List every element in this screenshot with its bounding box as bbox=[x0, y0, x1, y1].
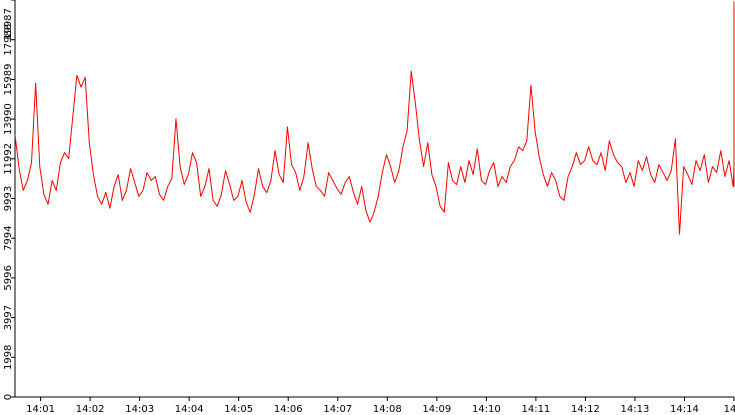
y-tick-label: 9993 bbox=[3, 186, 14, 211]
y-tick-label: 7994 bbox=[3, 225, 14, 250]
x-axis-ticks: 14:01 14:02 14:03 14:04 14:05 14:06 14:07 14:08… bbox=[26, 397, 735, 415]
x-tick-label: 14:05 bbox=[224, 404, 253, 415]
x-tick-label: 14:01 bbox=[26, 404, 55, 415]
y-tick-label: 0 bbox=[3, 394, 14, 400]
y-tick-label: 1998 bbox=[3, 345, 14, 370]
x-tick-label: 14:06 bbox=[274, 404, 303, 415]
y-tick-label: 3997 bbox=[3, 305, 14, 330]
y-tick-label: 13990 bbox=[3, 103, 14, 135]
x-tick-label: 14:03 bbox=[125, 404, 154, 415]
x-tick-label: 14:10 bbox=[472, 404, 501, 415]
x-tick-label: 14:02 bbox=[76, 404, 105, 415]
x-tick-label: 14 bbox=[724, 404, 735, 415]
series-group bbox=[14, 1, 735, 235]
y-tick-label: 15989 bbox=[3, 64, 14, 96]
x-tick-label: 14:08 bbox=[373, 404, 402, 415]
x-tick-label: 14:12 bbox=[571, 404, 600, 415]
y-tick-label: 19987 bbox=[3, 8, 14, 40]
x-tick-label: 14:11 bbox=[521, 404, 550, 415]
series-line bbox=[14, 1, 735, 235]
x-tick-label: 14:13 bbox=[621, 404, 650, 415]
x-tick-label: 14:07 bbox=[323, 404, 352, 415]
y-tick-label: 11992 bbox=[3, 143, 14, 175]
x-tick-label: 14:04 bbox=[175, 404, 204, 415]
y-axis-ticks: 0 1998 3997 5996 7994 9993 11992 13990 15989 1798… bbox=[3, 0, 15, 400]
y-tick-label: 5996 bbox=[3, 265, 14, 290]
y-tick-label: 17988 bbox=[3, 24, 14, 56]
x-tick-label: 14:09 bbox=[422, 404, 451, 415]
x-tick-label: 14:14 bbox=[670, 404, 699, 415]
